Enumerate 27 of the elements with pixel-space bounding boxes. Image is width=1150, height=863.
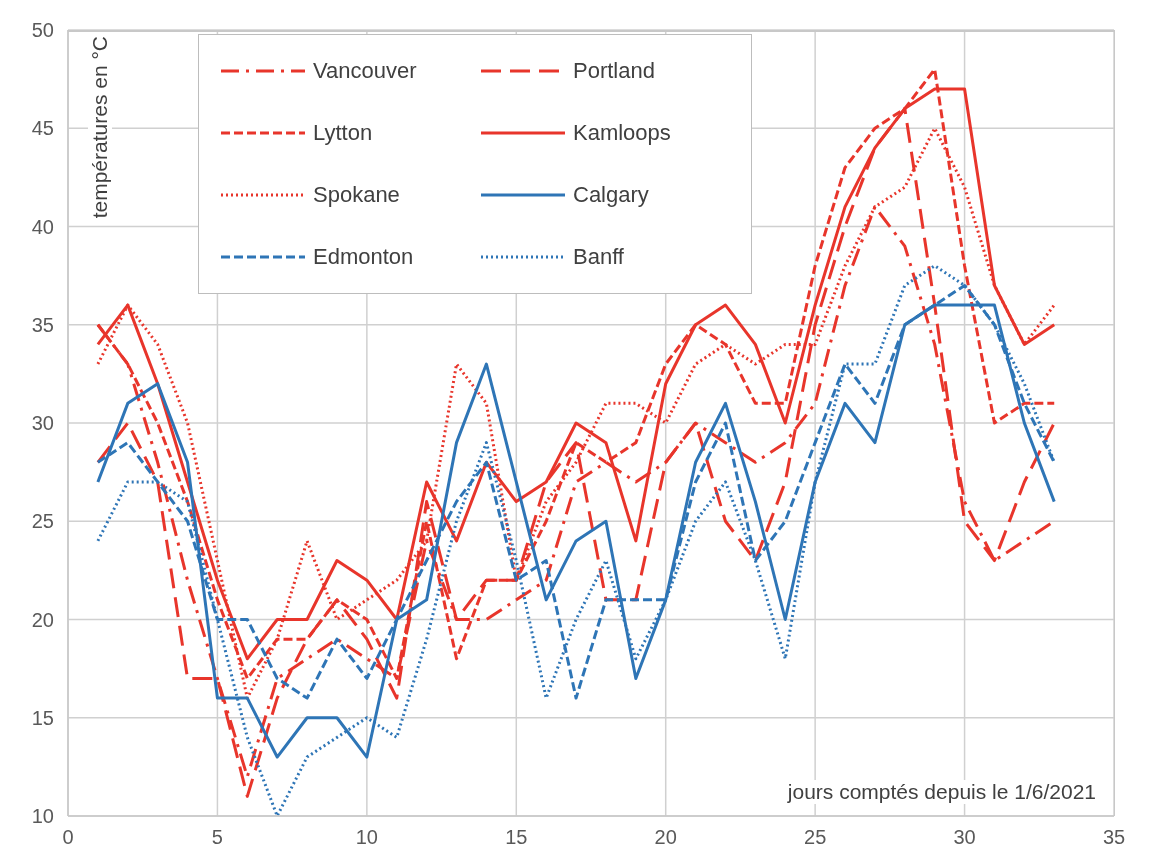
- y-axis-title: températures en °C: [88, 36, 112, 219]
- x-tick-label: 5: [211, 826, 223, 849]
- legend-label: Edmonton: [313, 244, 414, 270]
- y-tick-label: 45: [31, 117, 54, 140]
- y-tick-label: 20: [31, 608, 54, 631]
- legend-label: Banff: [573, 244, 624, 270]
- x-axis-title: jours comptés depuis le 1/6/2021: [785, 780, 1098, 804]
- legend-label: Vancouver: [313, 58, 417, 84]
- y-tick-label: 25: [31, 510, 54, 533]
- x-tick-label: 15: [505, 826, 528, 849]
- y-tick-label: 35: [31, 313, 54, 336]
- legend-label: Portland: [573, 58, 655, 84]
- legend-label: Lytton: [313, 120, 373, 146]
- x-tick-label: 35: [1102, 826, 1126, 849]
- y-tick-label: 15: [31, 706, 54, 729]
- y-tick-label: 10: [31, 805, 54, 828]
- x-tick-label: 25: [804, 826, 827, 849]
- legend-label: Spokane: [313, 182, 400, 208]
- x-tick-label: 0: [62, 826, 74, 849]
- legend-label: Calgary: [573, 182, 649, 208]
- y-tick-label: 40: [31, 215, 54, 238]
- x-tick-label: 30: [953, 826, 976, 849]
- y-tick-label: 50: [31, 19, 54, 42]
- x-tick-label: 20: [654, 826, 677, 849]
- y-tick-label: 30: [31, 412, 54, 435]
- x-tick-label: 10: [355, 826, 378, 849]
- legend-label: Kamloops: [573, 120, 671, 146]
